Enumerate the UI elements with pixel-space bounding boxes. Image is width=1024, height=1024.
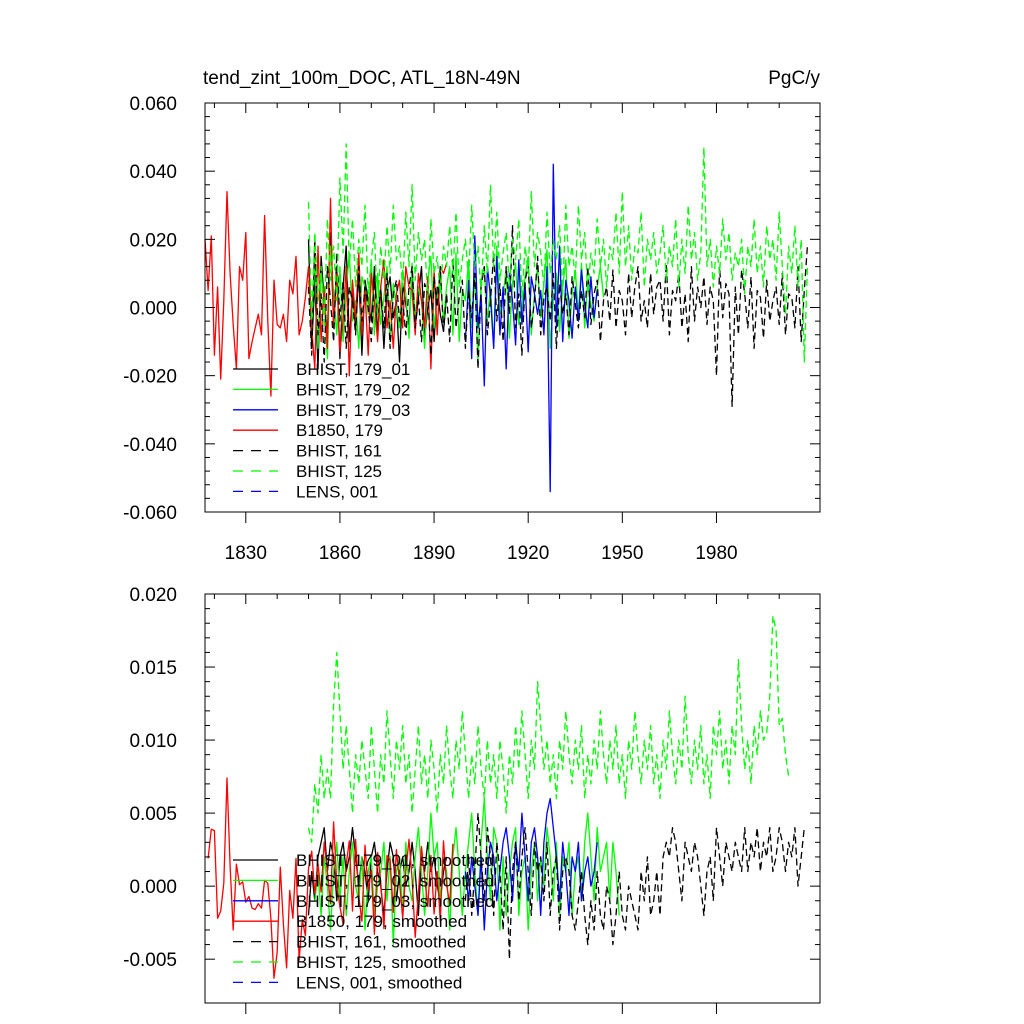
bot-series-line-4 xyxy=(464,812,805,960)
top-y-tick-label: 0.000 xyxy=(129,299,177,320)
top-series-line-4 xyxy=(307,225,809,407)
bot-legend-label: LENS, 001, smoothed xyxy=(296,973,462,992)
bot-y-tick-label: 0.000 xyxy=(129,877,177,898)
bot-legend-label: B1850, 179, smoothed xyxy=(296,912,467,931)
bot-y-tick-label: 0.010 xyxy=(129,731,177,752)
top-legend-label: B1850, 179 xyxy=(296,421,383,440)
top-y-tick-label: -0.020 xyxy=(123,367,177,388)
top-legend-label: BHIST, 161 xyxy=(296,442,382,461)
top-x-tick-label: 1920 xyxy=(507,543,549,564)
top-title-left: tend_zint_100m_DOC, ATL_18N-49N xyxy=(203,68,521,89)
top-series-line-5 xyxy=(307,143,809,363)
top-x-tick-label: 1860 xyxy=(319,543,361,564)
bottom-series-group xyxy=(207,615,805,979)
top-legend-label: BHIST, 179_03 xyxy=(296,401,410,420)
top-x-tick-label: 1950 xyxy=(601,543,643,564)
top-y-tick-label: -0.060 xyxy=(123,503,177,524)
bot-series-line-1 xyxy=(314,797,620,946)
top-legend-label: BHIST, 179_01 xyxy=(296,360,410,379)
bottom-axes: -0.005 0.000 0.005 0.010 0.015 0.020 xyxy=(123,585,820,1014)
bot-series-line-5 xyxy=(307,615,790,843)
bot-y-tick-label: -0.005 xyxy=(123,950,177,971)
top-x-tick-label: 1830 xyxy=(225,543,267,564)
bot-series-line-2 xyxy=(464,797,598,931)
top-y-tick-label: 0.060 xyxy=(129,94,177,115)
top-panel: tend_zint_100m_DOC, ATL_18N-49N PgC/y -0… xyxy=(123,68,821,564)
bot-legend-label: BHIST, 179_02, smoothed xyxy=(296,871,494,890)
bot-y-tick-label: 0.020 xyxy=(129,585,177,606)
top-series-group xyxy=(204,143,809,493)
bot-legend-label: BHIST, 179_03, smoothed xyxy=(296,892,494,911)
bottom-plot-frame xyxy=(204,593,821,1004)
bottom-panel: -0.005 0.000 0.005 0.010 0.015 0.020 BHIST, 1… xyxy=(123,585,821,1014)
bot-y-tick-label: 0.015 xyxy=(129,658,177,679)
top-series-line-1 xyxy=(307,245,605,363)
top-y-tick-label: 0.040 xyxy=(129,162,177,183)
top-axes: -0.060 -0.040 -0.020 0.000 0.020 0.040 0.060 18… xyxy=(123,94,820,564)
top-plot-frame xyxy=(204,102,821,513)
bot-legend-label: BHIST, 125, smoothed xyxy=(296,953,466,972)
bot-legend-label: BHIST, 161, smoothed xyxy=(296,933,466,952)
top-legend-label: LENS, 001 xyxy=(296,482,378,501)
top-legend-label: BHIST, 179_02 xyxy=(296,380,410,399)
bot-y-tick-label: 0.005 xyxy=(129,804,177,825)
bot-legend-label: BHIST, 179_01, smoothed xyxy=(296,851,494,870)
top-title-right: PgC/y xyxy=(768,68,820,89)
top-y-tick-label: 0.020 xyxy=(129,230,177,251)
bot-series-line-3 xyxy=(207,777,454,979)
top-x-tick-label: 1980 xyxy=(695,543,737,564)
top-x-tick-label: 1890 xyxy=(413,543,455,564)
top-y-tick-label: -0.040 xyxy=(123,435,177,456)
top-legend-label: BHIST, 125 xyxy=(296,462,382,481)
